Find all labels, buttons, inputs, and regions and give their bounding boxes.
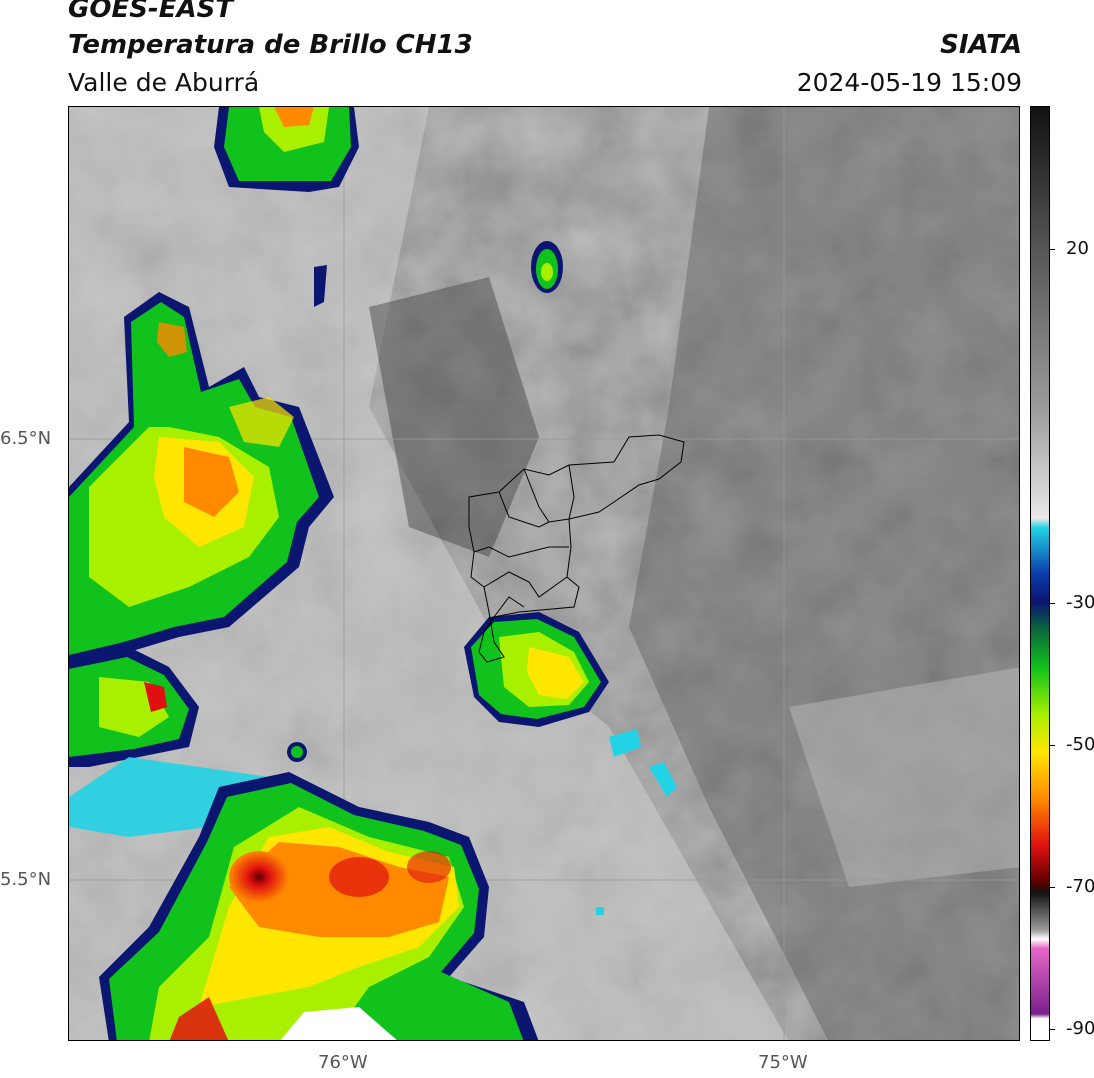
cloud-cell-central <box>464 612 609 727</box>
lon-label-76w: 76°W <box>318 1052 368 1073</box>
cloud-cell-small <box>287 241 677 915</box>
colorbar-label-minus90: -90 <box>1066 1018 1094 1039</box>
product-title: Temperatura de Brillo CH13 <box>68 30 473 60</box>
cloud-cell-west <box>69 292 334 667</box>
colorbar-label-minus30: -30 <box>1066 592 1094 613</box>
lon-label-75w: 75°W <box>758 1052 808 1073</box>
colorbar <box>1030 106 1050 1041</box>
colorbar-label-minus70: -70 <box>1066 876 1094 897</box>
colorbar-tick <box>1050 1029 1055 1030</box>
colorbar-tick <box>1050 745 1055 746</box>
region-subtitle: Valle de Aburrá <box>68 68 260 97</box>
satellite-map[interactable] <box>68 106 1020 1041</box>
colorbar-tick <box>1050 603 1055 604</box>
brightness-temperature-field <box>69 107 1019 1040</box>
colorbar-label-minus50: -50 <box>1066 734 1094 755</box>
cloud-cell-north <box>214 107 359 192</box>
cloud-cell-west-mid <box>69 647 199 767</box>
lat-label-5-5n: 5.5°N <box>0 869 52 890</box>
lat-label-6-5n: 6.5°N <box>0 428 52 449</box>
colorbar-tick <box>1050 249 1055 250</box>
municipal-boundaries <box>468 434 685 663</box>
timestamp-label: 2024-05-19 15:09 <box>796 68 1022 97</box>
brand-label: SIATA <box>940 30 1022 60</box>
colorbar-label-20: 20 <box>1066 238 1089 259</box>
cloud-cell-southwest <box>99 772 539 1040</box>
colorbar-gradient <box>1031 107 1049 1040</box>
satellite-title: GOES-EAST <box>68 0 234 24</box>
colorbar-tick <box>1050 887 1055 888</box>
